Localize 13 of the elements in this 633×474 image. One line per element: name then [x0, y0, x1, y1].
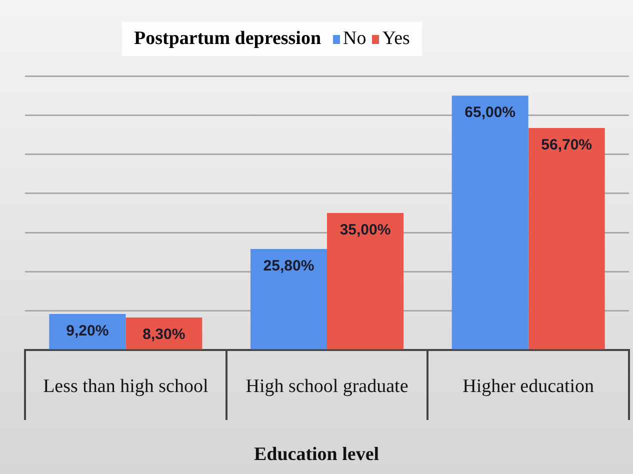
data-label: 56,70% — [541, 136, 592, 154]
x-tick-label: Higher education — [462, 376, 595, 397]
x-tick-label: Less than high school — [43, 376, 208, 397]
data-label: 25,80% — [263, 258, 314, 275]
legend-label: Yes — [382, 28, 410, 49]
x-tick-label: High school graduate — [246, 376, 408, 397]
x-axis-title: Education level — [252, 444, 380, 466]
legend-title: Postpartum depression — [134, 28, 322, 50]
data-label: 35,00% — [340, 222, 391, 239]
data-label: 9,20% — [66, 322, 109, 340]
data-label: 8,30% — [142, 326, 186, 344]
legend-label: No — [343, 28, 366, 49]
data-label: 65,00% — [464, 104, 516, 122]
